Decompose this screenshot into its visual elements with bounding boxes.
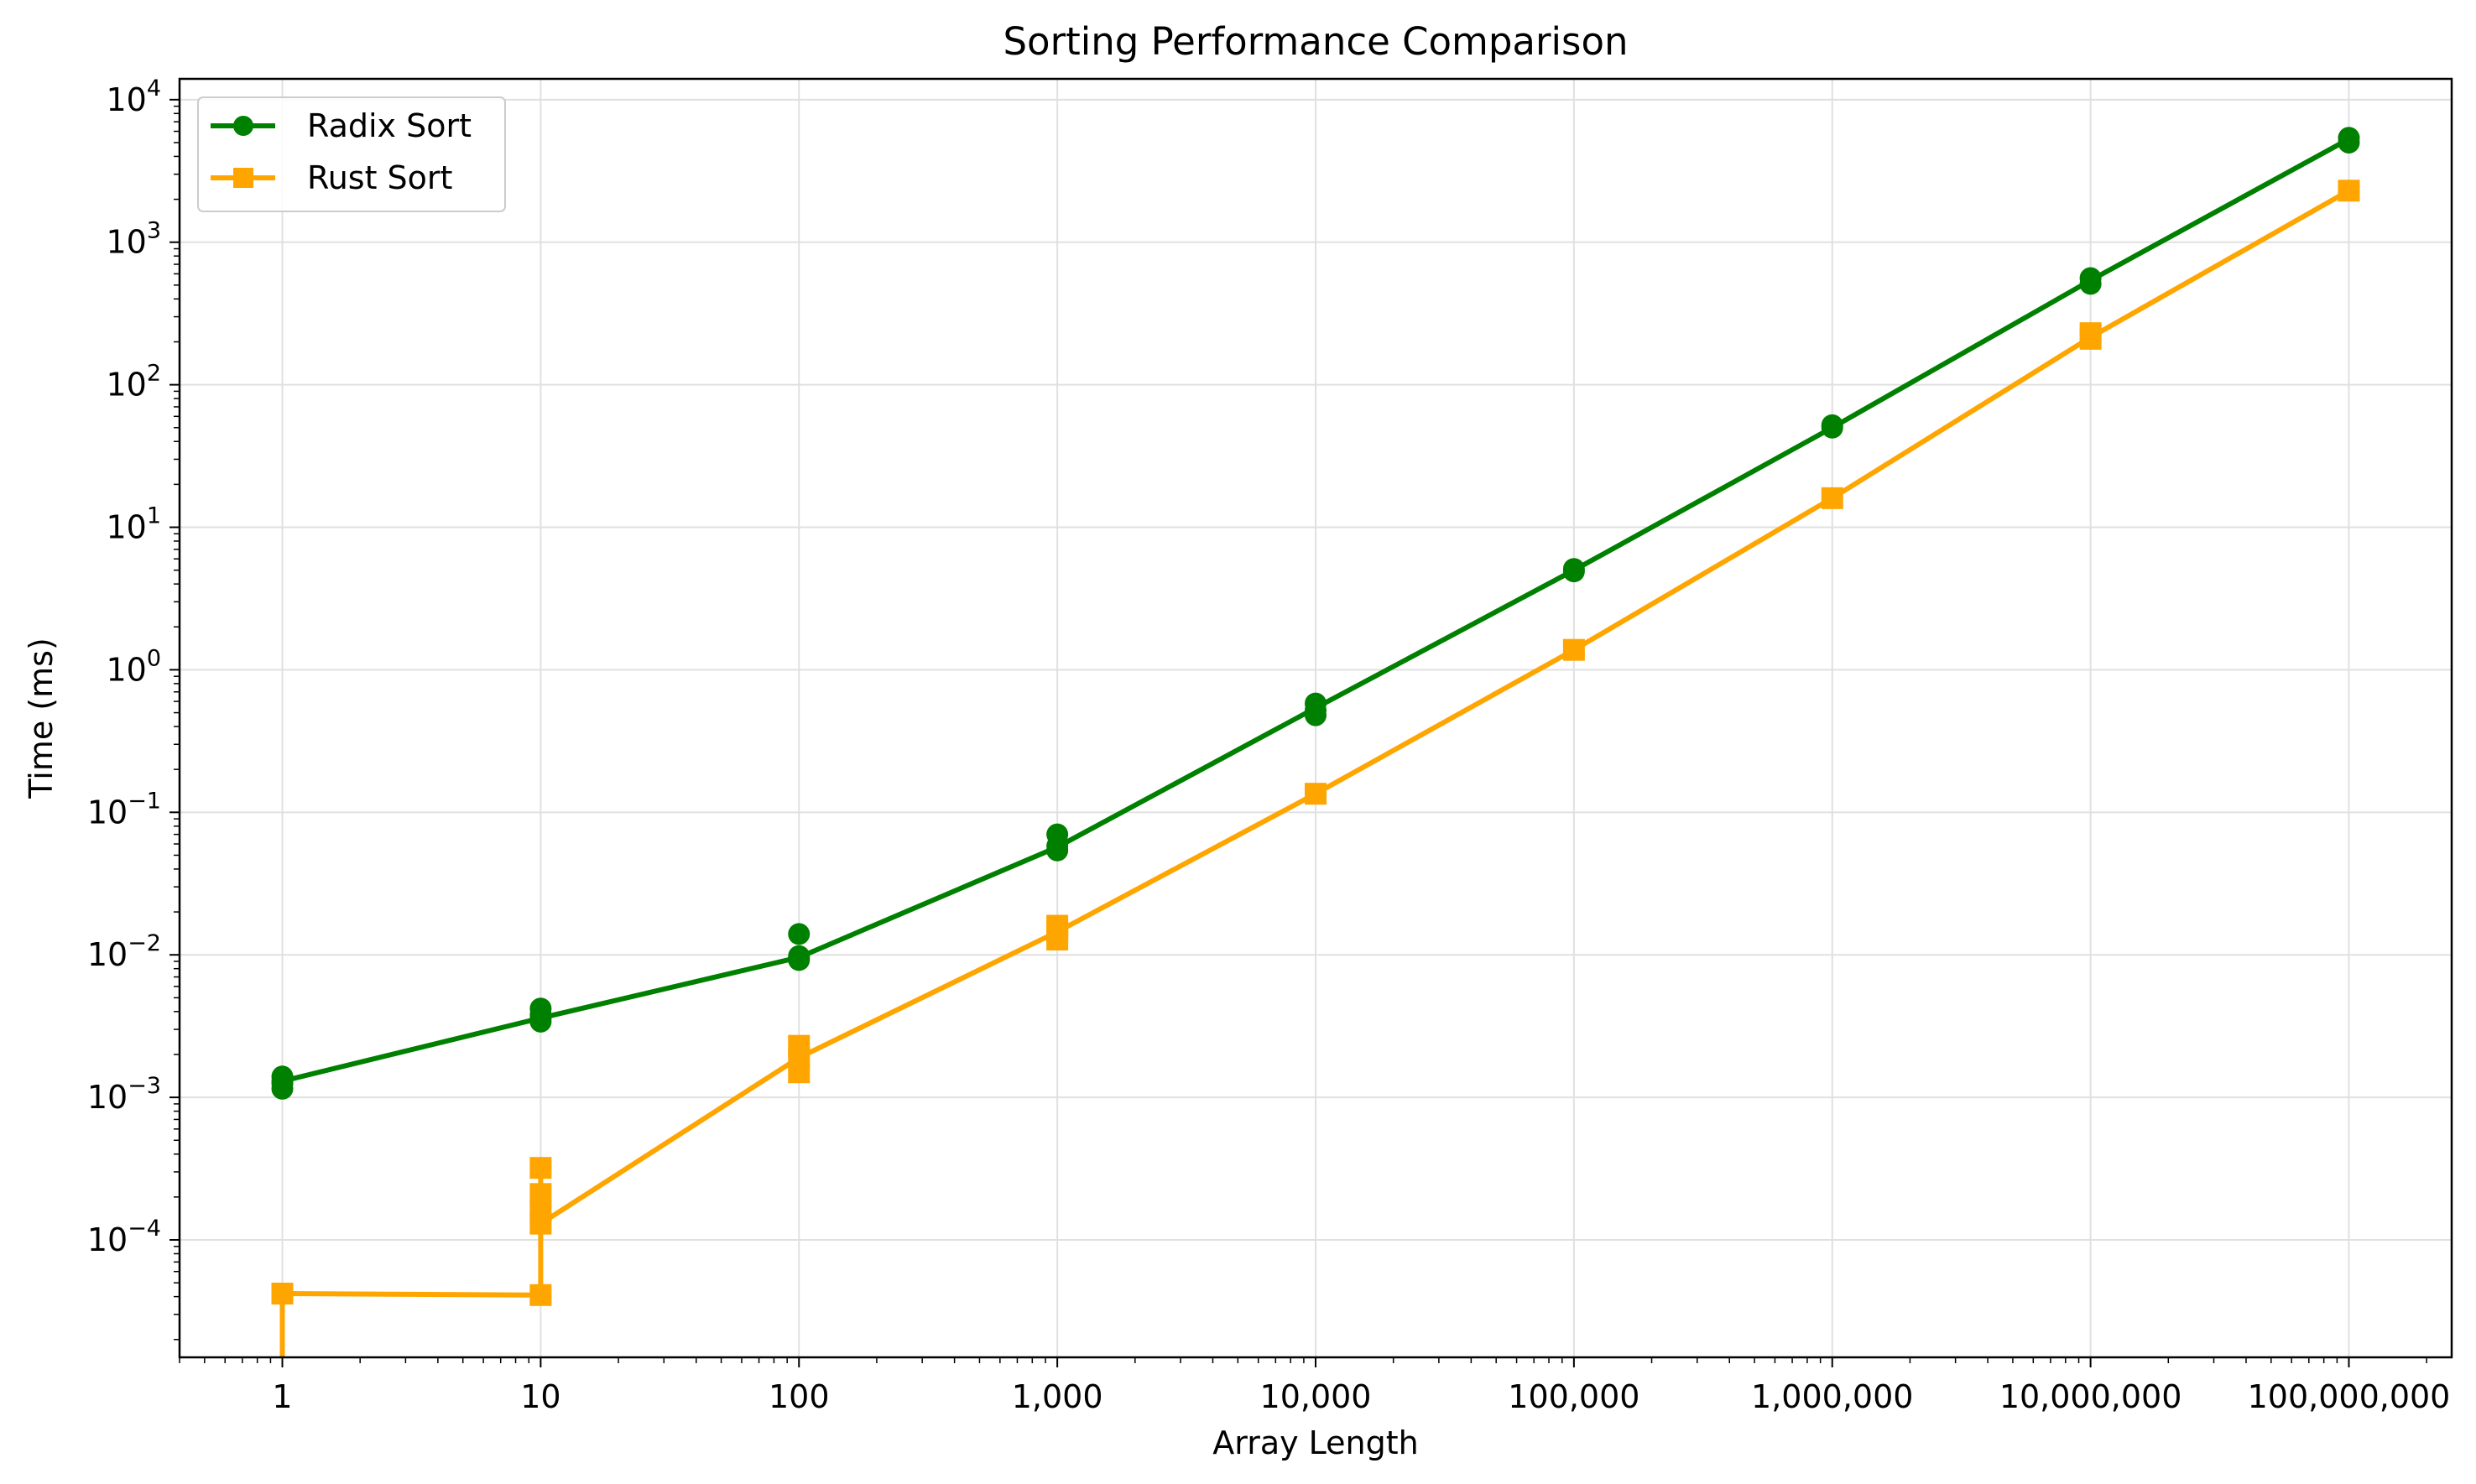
x-tick-label: 10,000 bbox=[1260, 1378, 1372, 1415]
x-tick-label: 10,000,000 bbox=[1999, 1378, 2182, 1415]
legend-label-rust: Rust Sort bbox=[307, 159, 452, 196]
y-tick-label: 102 bbox=[106, 361, 161, 404]
y-tick-label: 100 bbox=[106, 645, 161, 688]
data-point-rust-sort bbox=[788, 1034, 811, 1057]
x-axis-label: Array Length bbox=[1212, 1424, 1419, 1461]
x-tick-label: 1,000,000 bbox=[1751, 1378, 1913, 1415]
data-point-radix-sort bbox=[529, 1003, 552, 1026]
data-point-radix-sort bbox=[788, 947, 811, 970]
y-tick-label: 10−3 bbox=[87, 1073, 161, 1116]
data-point-rust-sort bbox=[529, 1284, 552, 1306]
data-point-radix-sort bbox=[2338, 127, 2360, 149]
data-point-rust-sort bbox=[271, 1283, 294, 1305]
data-point-radix-sort bbox=[788, 923, 811, 945]
y-tick-label: 10−2 bbox=[87, 930, 161, 973]
legend: Radix Sort Rust Sort bbox=[197, 96, 506, 212]
data-point-rust-sort bbox=[529, 1157, 552, 1179]
x-tick-label: 1,000 bbox=[1012, 1378, 1103, 1415]
data-point-radix-sort bbox=[1305, 692, 1327, 715]
x-tick-label: 100,000,000 bbox=[2248, 1378, 2451, 1415]
data-point-rust-sort bbox=[529, 1183, 552, 1205]
y-tick-label: 103 bbox=[106, 218, 161, 261]
data-point-radix-sort bbox=[2079, 267, 2102, 289]
grid-lines bbox=[180, 79, 2452, 1357]
x-tick-label: 100 bbox=[769, 1378, 830, 1415]
y-tick-label: 10−1 bbox=[87, 788, 161, 831]
data-point-radix-sort bbox=[271, 1070, 294, 1092]
y-tick-label: 104 bbox=[106, 76, 161, 118]
data-point-radix-sort bbox=[1562, 558, 1585, 581]
data-point-rust-sort bbox=[1046, 914, 1069, 937]
data-point-radix-sort bbox=[1821, 414, 1843, 436]
legend-marker-rust bbox=[233, 168, 253, 188]
y-axis-label: Time (ms) bbox=[23, 638, 60, 799]
y-tick-label: 101 bbox=[106, 503, 161, 546]
x-tick-label: 10 bbox=[520, 1378, 560, 1415]
chart-title: Sorting Performance Comparison bbox=[1003, 19, 1628, 64]
data-point-rust-sort bbox=[2338, 180, 2360, 202]
y-axis: 10−4 10−3 10−2 10−1 100 101 102 103 104 bbox=[87, 76, 180, 1341]
x-tick-label: 1 bbox=[272, 1378, 292, 1415]
x-tick-label: 100,000 bbox=[1508, 1378, 1639, 1415]
data-point-rust-sort bbox=[2079, 322, 2102, 345]
data-point-rust-sort bbox=[1305, 783, 1327, 805]
data-point-rust-sort bbox=[1821, 487, 1843, 509]
legend-label-radix: Radix Sort bbox=[307, 107, 472, 144]
series-layer bbox=[271, 127, 2360, 1357]
x-axis: 1 10 100 1,000 10,000 100,000 1,000,000 10,000,… bbox=[179, 1357, 2451, 1415]
legend-marker-radix bbox=[233, 116, 253, 136]
data-point-radix-sort bbox=[1046, 823, 1069, 846]
data-point-rust-sort bbox=[1562, 638, 1585, 661]
y-tick-label: 10−4 bbox=[87, 1216, 161, 1258]
